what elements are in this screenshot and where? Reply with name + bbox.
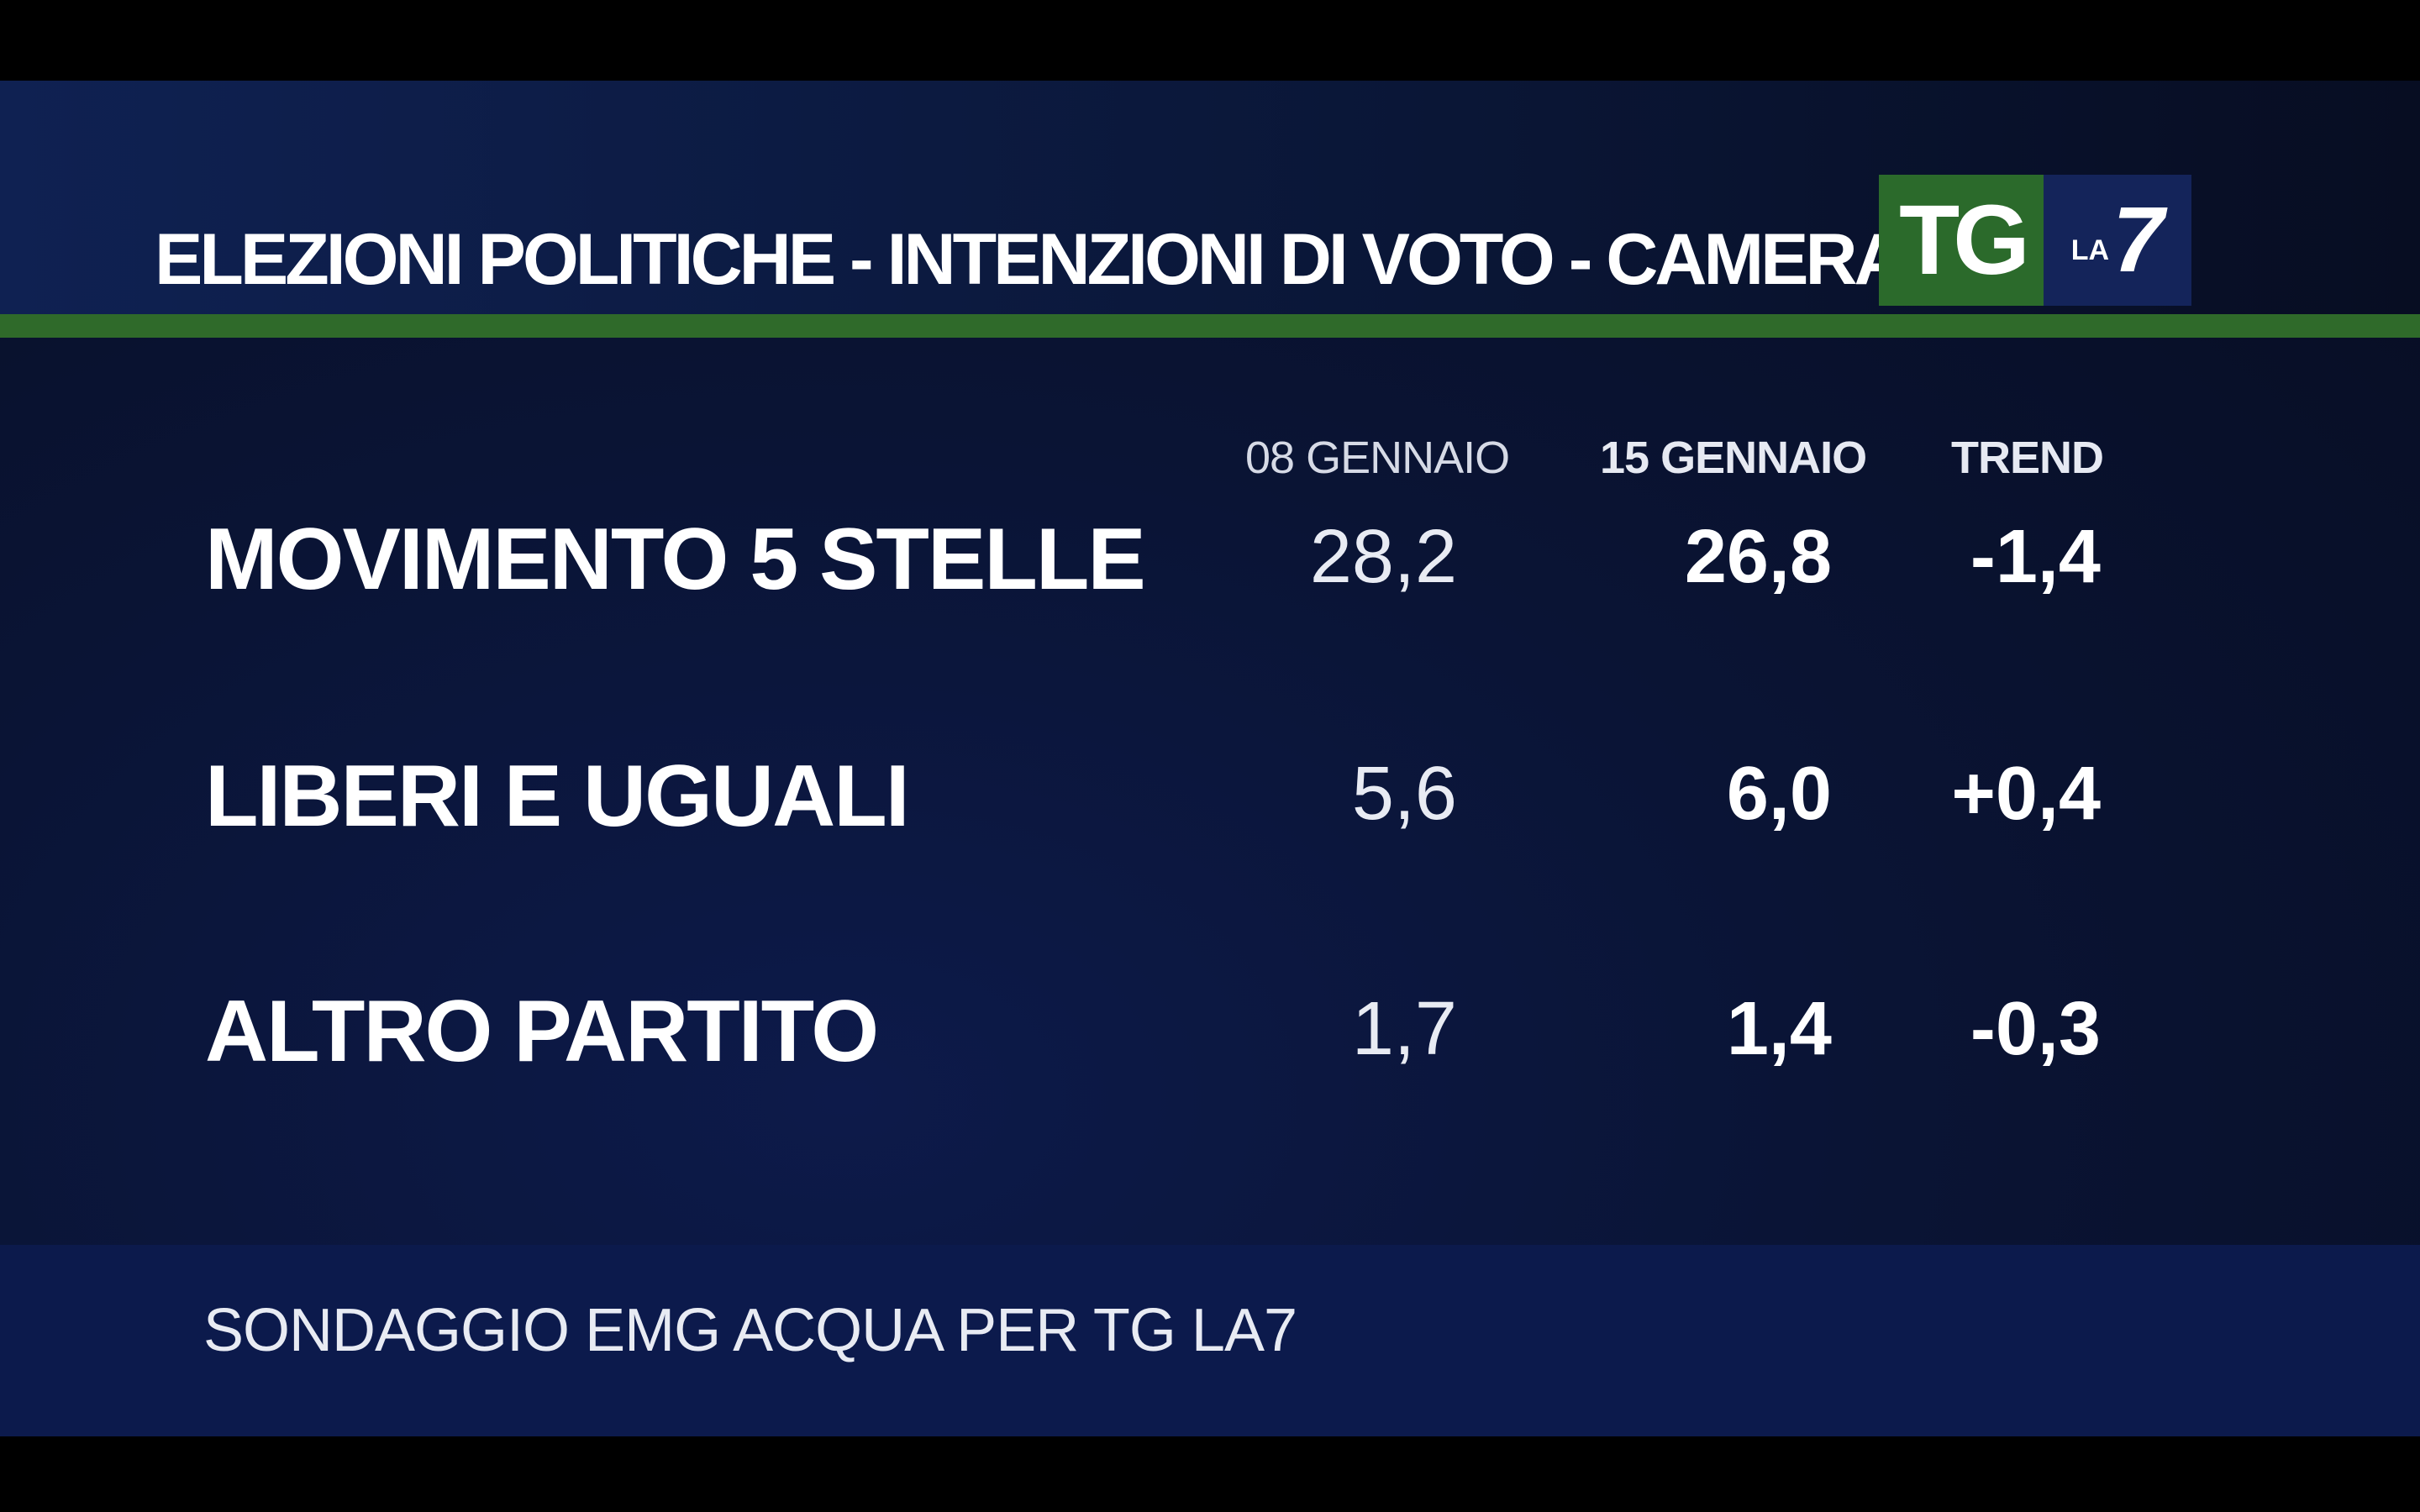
table-row: ALTRO PARTITO 1,7 1,4 -0,3 [0, 988, 2420, 1089]
party-name: MOVIMENTO 5 STELLE [205, 511, 1146, 608]
page-title: ELEZIONI POLITICHE - INTENZIONI DI VOTO … [155, 219, 1907, 300]
logo-7-text: 7 [2112, 188, 2165, 291]
column-header-previous: 08 GENNAIO [1245, 433, 1510, 483]
party-name: LIBERI E UGUALI [205, 748, 910, 845]
column-header-trend: TREND [1951, 433, 2104, 483]
poll-graphic-panel: ELEZIONI POLITICHE - INTENZIONI DI VOTO … [0, 81, 2420, 1436]
logo-tg-block: TG [1879, 175, 2044, 306]
trend-value: +0,4 [1951, 752, 2101, 836]
logo-la7-block: LA 7 [2044, 175, 2191, 306]
tg-la7-logo: TG LA 7 [1879, 175, 2191, 306]
table-row: LIBERI E UGUALI 5,6 6,0 +0,4 [0, 753, 2420, 853]
current-value: 6,0 [1726, 752, 1832, 836]
previous-value: 1,7 [1351, 987, 1457, 1071]
trend-value: -1,4 [1970, 515, 2101, 599]
poll-source: SONDAGGIO EMG ACQUA PER TG LA7 [203, 1297, 1297, 1364]
table-row: MOVIMENTO 5 STELLE 28,2 26,8 -1,4 [0, 516, 2420, 617]
title-divider [0, 314, 2420, 338]
current-value: 1,4 [1726, 987, 1832, 1071]
previous-value: 5,6 [1351, 752, 1457, 836]
party-name: ALTRO PARTITO [205, 983, 879, 1080]
current-value: 26,8 [1684, 515, 1832, 599]
previous-value: 28,2 [1309, 515, 1457, 599]
source-band: SONDAGGIO EMG ACQUA PER TG LA7 [0, 1245, 2420, 1436]
logo-la-text: LA [2070, 234, 2110, 266]
trend-value: -0,3 [1970, 987, 2101, 1071]
column-header-current: 15 GENNAIO [1600, 433, 1867, 483]
